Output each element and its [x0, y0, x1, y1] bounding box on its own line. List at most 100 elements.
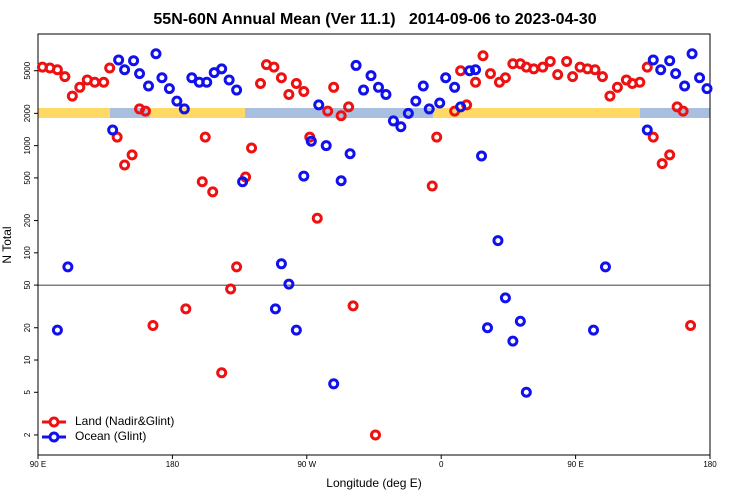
- point: [520, 386, 532, 398]
- point: [686, 48, 698, 60]
- point: [283, 88, 295, 100]
- point: [402, 107, 414, 119]
- point: [395, 121, 407, 133]
- point: [604, 90, 616, 102]
- point: [455, 101, 467, 113]
- point: [492, 235, 504, 247]
- point: [66, 90, 78, 102]
- point: [150, 48, 162, 60]
- point: [231, 84, 243, 96]
- y-tick-label: 20: [23, 323, 32, 332]
- point: [298, 170, 310, 182]
- point: [679, 80, 691, 92]
- point: [89, 76, 101, 88]
- point: [268, 61, 280, 73]
- point: [655, 64, 667, 76]
- point: [163, 83, 175, 95]
- point: [528, 63, 540, 75]
- y-tick-label: 2: [23, 432, 32, 437]
- point: [552, 69, 564, 81]
- point: [246, 142, 258, 154]
- point: [380, 88, 392, 100]
- point: [171, 95, 183, 107]
- point: [313, 99, 325, 111]
- point: [283, 278, 295, 290]
- point: [134, 68, 146, 80]
- point: [344, 148, 356, 160]
- point: [143, 80, 155, 92]
- band-blue: [110, 108, 150, 118]
- legend-label: Ocean (Glint): [75, 429, 146, 443]
- point: [477, 50, 489, 62]
- point: [231, 261, 243, 273]
- point: [62, 261, 74, 273]
- point: [98, 76, 110, 88]
- y-tick-label: 200: [23, 213, 32, 227]
- point: [126, 149, 138, 161]
- x-tick-label: 180: [166, 460, 180, 469]
- point: [216, 367, 228, 379]
- point: [449, 81, 461, 93]
- point: [641, 124, 653, 136]
- point: [641, 61, 653, 73]
- y-tick-label: 5000: [23, 61, 32, 79]
- point: [431, 131, 443, 143]
- point: [561, 55, 573, 67]
- point: [328, 378, 340, 390]
- point: [186, 72, 198, 84]
- y-tick-label: 5: [23, 390, 32, 395]
- x-tick-label: 90 E: [567, 460, 583, 469]
- point: [426, 180, 438, 192]
- point: [369, 429, 381, 441]
- point: [59, 71, 71, 83]
- point: [311, 212, 323, 224]
- point: [335, 110, 347, 122]
- point: [694, 72, 706, 84]
- point: [350, 59, 362, 71]
- legend-marker: [48, 416, 60, 428]
- point: [178, 103, 190, 115]
- point: [156, 72, 168, 84]
- point: [335, 175, 347, 187]
- point: [107, 124, 119, 136]
- y-tick-label: 50: [23, 280, 32, 289]
- point: [589, 64, 601, 76]
- point: [74, 81, 86, 93]
- point: [470, 76, 482, 88]
- point: [347, 300, 359, 312]
- point: [290, 324, 302, 336]
- legend-marker: [48, 431, 60, 443]
- point: [216, 63, 228, 75]
- point: [634, 76, 646, 88]
- x-tick-label: 90 W: [297, 460, 316, 469]
- point: [544, 55, 556, 67]
- point: [322, 105, 334, 117]
- point: [365, 70, 377, 82]
- point: [199, 131, 211, 143]
- point: [434, 97, 446, 109]
- point: [677, 105, 689, 117]
- chart-title: 55N-60N Annual Mean (Ver 11.1) 2014-09-0…: [153, 11, 596, 28]
- point: [51, 64, 63, 76]
- point: [255, 77, 267, 89]
- y-tick-label: 1000: [23, 136, 32, 154]
- point: [455, 65, 467, 77]
- point: [119, 159, 131, 171]
- point: [599, 261, 611, 273]
- legend-label: Land (Nadir&Glint): [75, 414, 174, 428]
- point: [481, 322, 493, 334]
- point: [685, 319, 697, 331]
- point: [290, 77, 302, 89]
- point: [670, 68, 682, 80]
- point: [417, 80, 429, 92]
- point: [223, 74, 235, 86]
- point: [275, 258, 287, 270]
- point: [664, 55, 676, 67]
- x-tick-label: 90 E: [30, 460, 46, 469]
- point: [476, 150, 488, 162]
- point: [104, 62, 116, 74]
- point: [567, 71, 579, 83]
- point: [275, 72, 287, 84]
- x-tick-label: 180: [703, 460, 717, 469]
